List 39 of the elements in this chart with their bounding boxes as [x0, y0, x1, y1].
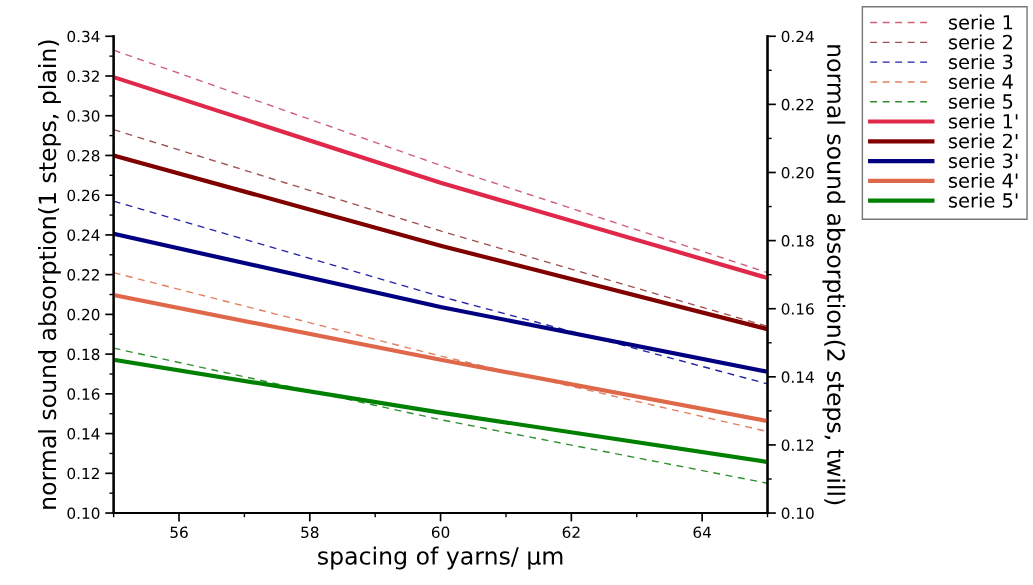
y-tick-label: 0.14: [67, 428, 100, 440]
legend-label: serie 3: [948, 54, 1013, 70]
y-tick-label: 0.24: [67, 229, 100, 241]
y2-tick-label: 0.16: [781, 303, 814, 315]
legend-label: serie 4: [948, 73, 1013, 90]
y2-tick-label: 0.10: [781, 507, 814, 520]
y-tick-label: 0.20: [67, 308, 100, 321]
legend-label: serie 4': [948, 172, 1018, 188]
y2-tick-label: 0.12: [781, 439, 814, 451]
y-tick-label: 0.32: [67, 70, 99, 83]
y2-tick-label: 0.24: [781, 30, 814, 43]
y2-axis-title: normal sound absorption(2 steps, twill): [822, 45, 846, 505]
y-tick-label: 0.30: [67, 110, 100, 122]
y-tick-label: 0.22: [67, 269, 99, 281]
legend-label: serie 1: [948, 14, 1013, 30]
legend-label: serie 2: [948, 34, 1012, 50]
y-tick-label: 0.18: [67, 348, 100, 361]
y2-tick-label: 0.14: [781, 371, 814, 383]
y2-tick-label: 0.20: [781, 166, 814, 179]
legend-label: serie 5: [948, 93, 1013, 109]
y2-tick-label: 0.18: [781, 235, 814, 247]
x-tick-label: 58: [301, 526, 319, 539]
x-tick-label: 62: [562, 526, 580, 539]
y-tick-label: 0.12: [67, 467, 99, 480]
legend-label: serie 3': [948, 153, 1018, 169]
y-tick-label: 0.28: [67, 149, 100, 162]
y-axis-title: normal sound absorption(1 steps, plain): [38, 40, 61, 509]
legend-label: serie 1': [948, 113, 1018, 129]
y-tick-label: 0.34: [67, 30, 100, 43]
y2-tick-label: 0.22: [781, 98, 814, 111]
y-tick-label: 0.10: [67, 507, 100, 520]
x-tick-label: 64: [693, 526, 711, 539]
x-tick-label: 60: [431, 526, 450, 539]
y-tick-label: 0.16: [67, 388, 100, 400]
legend-label: serie 2': [948, 133, 1018, 149]
legend-label: serie 5': [948, 192, 1018, 208]
y-tick-label: 0.26: [67, 189, 100, 202]
x-axis-title: spacing of yarns/ μm: [318, 546, 563, 570]
x-tick-label: 56: [170, 526, 188, 539]
